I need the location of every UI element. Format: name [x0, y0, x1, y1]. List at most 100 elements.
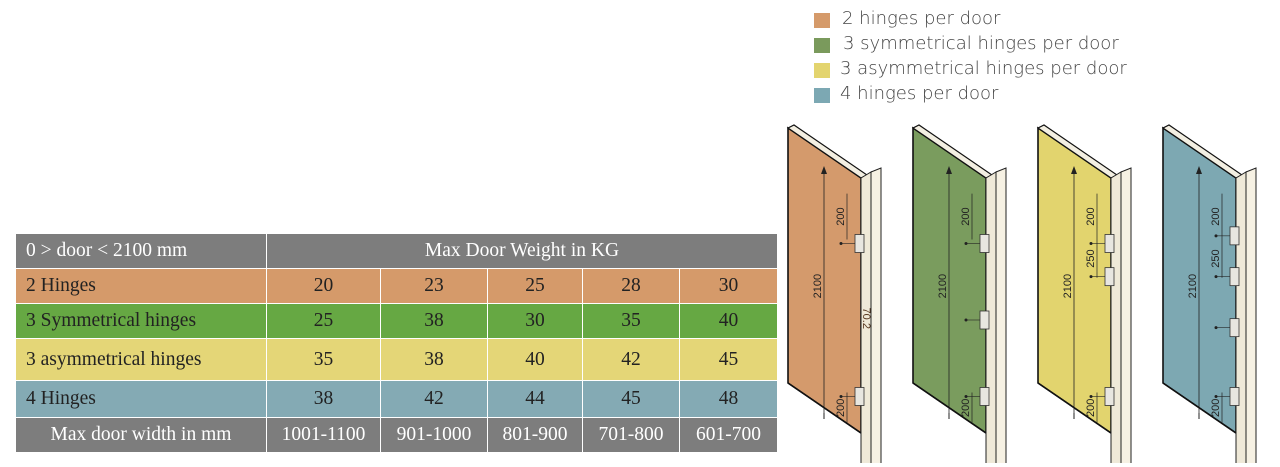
table-cell: 42	[582, 338, 680, 381]
footer-label: Max door width in mm	[15, 417, 267, 453]
table-corner-label: 0 > door < 2100 mm	[15, 233, 267, 269]
dimension-label: 200	[835, 207, 847, 225]
door-3: 2100 200 250 200	[1036, 124, 1132, 463]
hinge-marker	[839, 242, 843, 245]
door-bottom-edge	[912, 382, 987, 434]
hinge-marker	[1214, 275, 1218, 279]
hinge-icon	[1104, 234, 1115, 253]
table-cell: 25	[487, 268, 583, 304]
door-height-label: 2100	[937, 274, 949, 298]
width-cell: 801-900	[487, 417, 583, 453]
hinge-marker	[1214, 395, 1218, 398]
table-header-row: 0 > door < 2100 mm Max Door Weight in KG	[15, 233, 778, 269]
table-cell: 35	[266, 338, 381, 381]
hinge-marker	[964, 395, 968, 398]
table-cell: 42	[380, 380, 488, 418]
dimension-label: 200	[1210, 399, 1222, 417]
door-1: 2100 200 200 70.2	[786, 124, 882, 463]
table-cell: 23	[380, 268, 488, 304]
legend-label: 2 hinges per door	[842, 8, 1001, 29]
legend-swatch	[814, 63, 830, 78]
table-cell: 38	[380, 338, 488, 381]
door-extra-label: 70.2	[860, 308, 872, 329]
hinge-icon	[979, 387, 990, 406]
door-frame	[1110, 171, 1122, 463]
hinge-icon	[1229, 318, 1240, 338]
row-label: 2 Hinges	[15, 268, 267, 304]
table-cell: 20	[266, 268, 381, 304]
table-cell: 25	[266, 303, 381, 339]
legend-swatch	[814, 88, 830, 103]
dimension-label: 200	[835, 399, 847, 417]
door-frame-outer	[1120, 167, 1132, 463]
door-bottom-edge	[1037, 382, 1112, 434]
hinge-marker	[964, 242, 968, 245]
table-cell: 38	[380, 303, 488, 339]
door-frame-outer	[1245, 167, 1257, 463]
table-row-4-hinges: 4 Hinges 38 42 44 45 48	[15, 380, 778, 418]
legend-label: 3 asymmetrical hinges per door	[840, 58, 1127, 79]
hinge-marker	[964, 318, 968, 322]
hinge-marker	[1214, 326, 1218, 330]
legend-label: 3 symmetrical hinges per door	[843, 33, 1119, 54]
hinge-icon	[1104, 387, 1115, 406]
legend-swatch	[814, 38, 830, 53]
hinge-marker	[1089, 275, 1093, 279]
table-cell: 40	[487, 338, 583, 381]
table-row-3-asymmetrical: 3 asymmetrical hinges 35 38 40 42 45	[15, 338, 778, 381]
table-cell: 45	[582, 380, 680, 418]
table-cell: 45	[679, 338, 778, 381]
table-cell: 30	[487, 303, 583, 339]
arrow-up-icon	[1071, 166, 1077, 174]
legend-label: 4 hinges per door	[840, 83, 999, 104]
hinge-icon	[854, 387, 865, 406]
hinge-icon	[854, 234, 865, 253]
door-weight-table: 0 > door < 2100 mm Max Door Weight in KG…	[15, 233, 778, 453]
table-footer-row: Max door width in mm 1001-1100 901-1000 …	[15, 417, 778, 453]
arrow-up-icon	[1196, 166, 1202, 174]
hinge-marker	[1089, 395, 1093, 398]
door-height-label: 2100	[1062, 274, 1074, 298]
hinge-icon	[979, 234, 990, 253]
dimension-label: 200	[1085, 207, 1097, 225]
arrow-up-icon	[821, 166, 827, 174]
door-frame-outer	[995, 167, 1007, 463]
door-bottom-edge	[1162, 382, 1237, 434]
hinge-icon	[1229, 387, 1240, 406]
door-4: 2100 200 250 200	[1161, 124, 1257, 463]
dimension-label: 200	[1210, 207, 1222, 225]
dimension-label: 250	[1085, 249, 1097, 267]
door-frame-outer	[870, 167, 882, 463]
hinge-icon	[1229, 267, 1240, 287]
door-frame	[1235, 171, 1247, 463]
door-illustrations: 210020020070.221002002002100200250200210…	[786, 124, 1257, 463]
door-bottom-edge	[787, 382, 862, 434]
hinge-icon	[1104, 267, 1115, 287]
table-cell: 40	[679, 303, 778, 339]
dimension-label: 200	[960, 207, 972, 225]
hinge-marker	[1214, 234, 1218, 238]
dimension-label: 200	[960, 399, 972, 417]
dimension-label: 250	[1210, 249, 1222, 267]
dimension-label: 200	[1085, 399, 1097, 417]
row-label: 3 asymmetrical hinges	[15, 338, 267, 381]
legend-swatch	[814, 13, 830, 28]
hinge-icon	[979, 310, 990, 330]
table-header-label: Max Door Weight in KG	[266, 233, 778, 269]
table-row-3-symmetrical: 3 Symmetrical hinges 25 38 30 35 40	[15, 303, 778, 339]
width-cell: 701-800	[582, 417, 680, 453]
table-cell: 38	[266, 380, 381, 418]
table-cell: 30	[679, 268, 778, 304]
row-label: 4 Hinges	[15, 380, 267, 418]
table-cell: 35	[582, 303, 680, 339]
hinge-icon	[1229, 226, 1240, 246]
hinge-marker	[839, 395, 843, 398]
door-height-label: 2100	[812, 274, 824, 298]
arrow-up-icon	[946, 166, 952, 174]
width-cell: 601-700	[679, 417, 778, 453]
width-cell: 901-1000	[380, 417, 488, 453]
table-cell: 44	[487, 380, 583, 418]
row-label: 3 Symmetrical hinges	[15, 303, 267, 339]
door-height-label: 2100	[1187, 274, 1199, 298]
table-cell: 28	[582, 268, 680, 304]
